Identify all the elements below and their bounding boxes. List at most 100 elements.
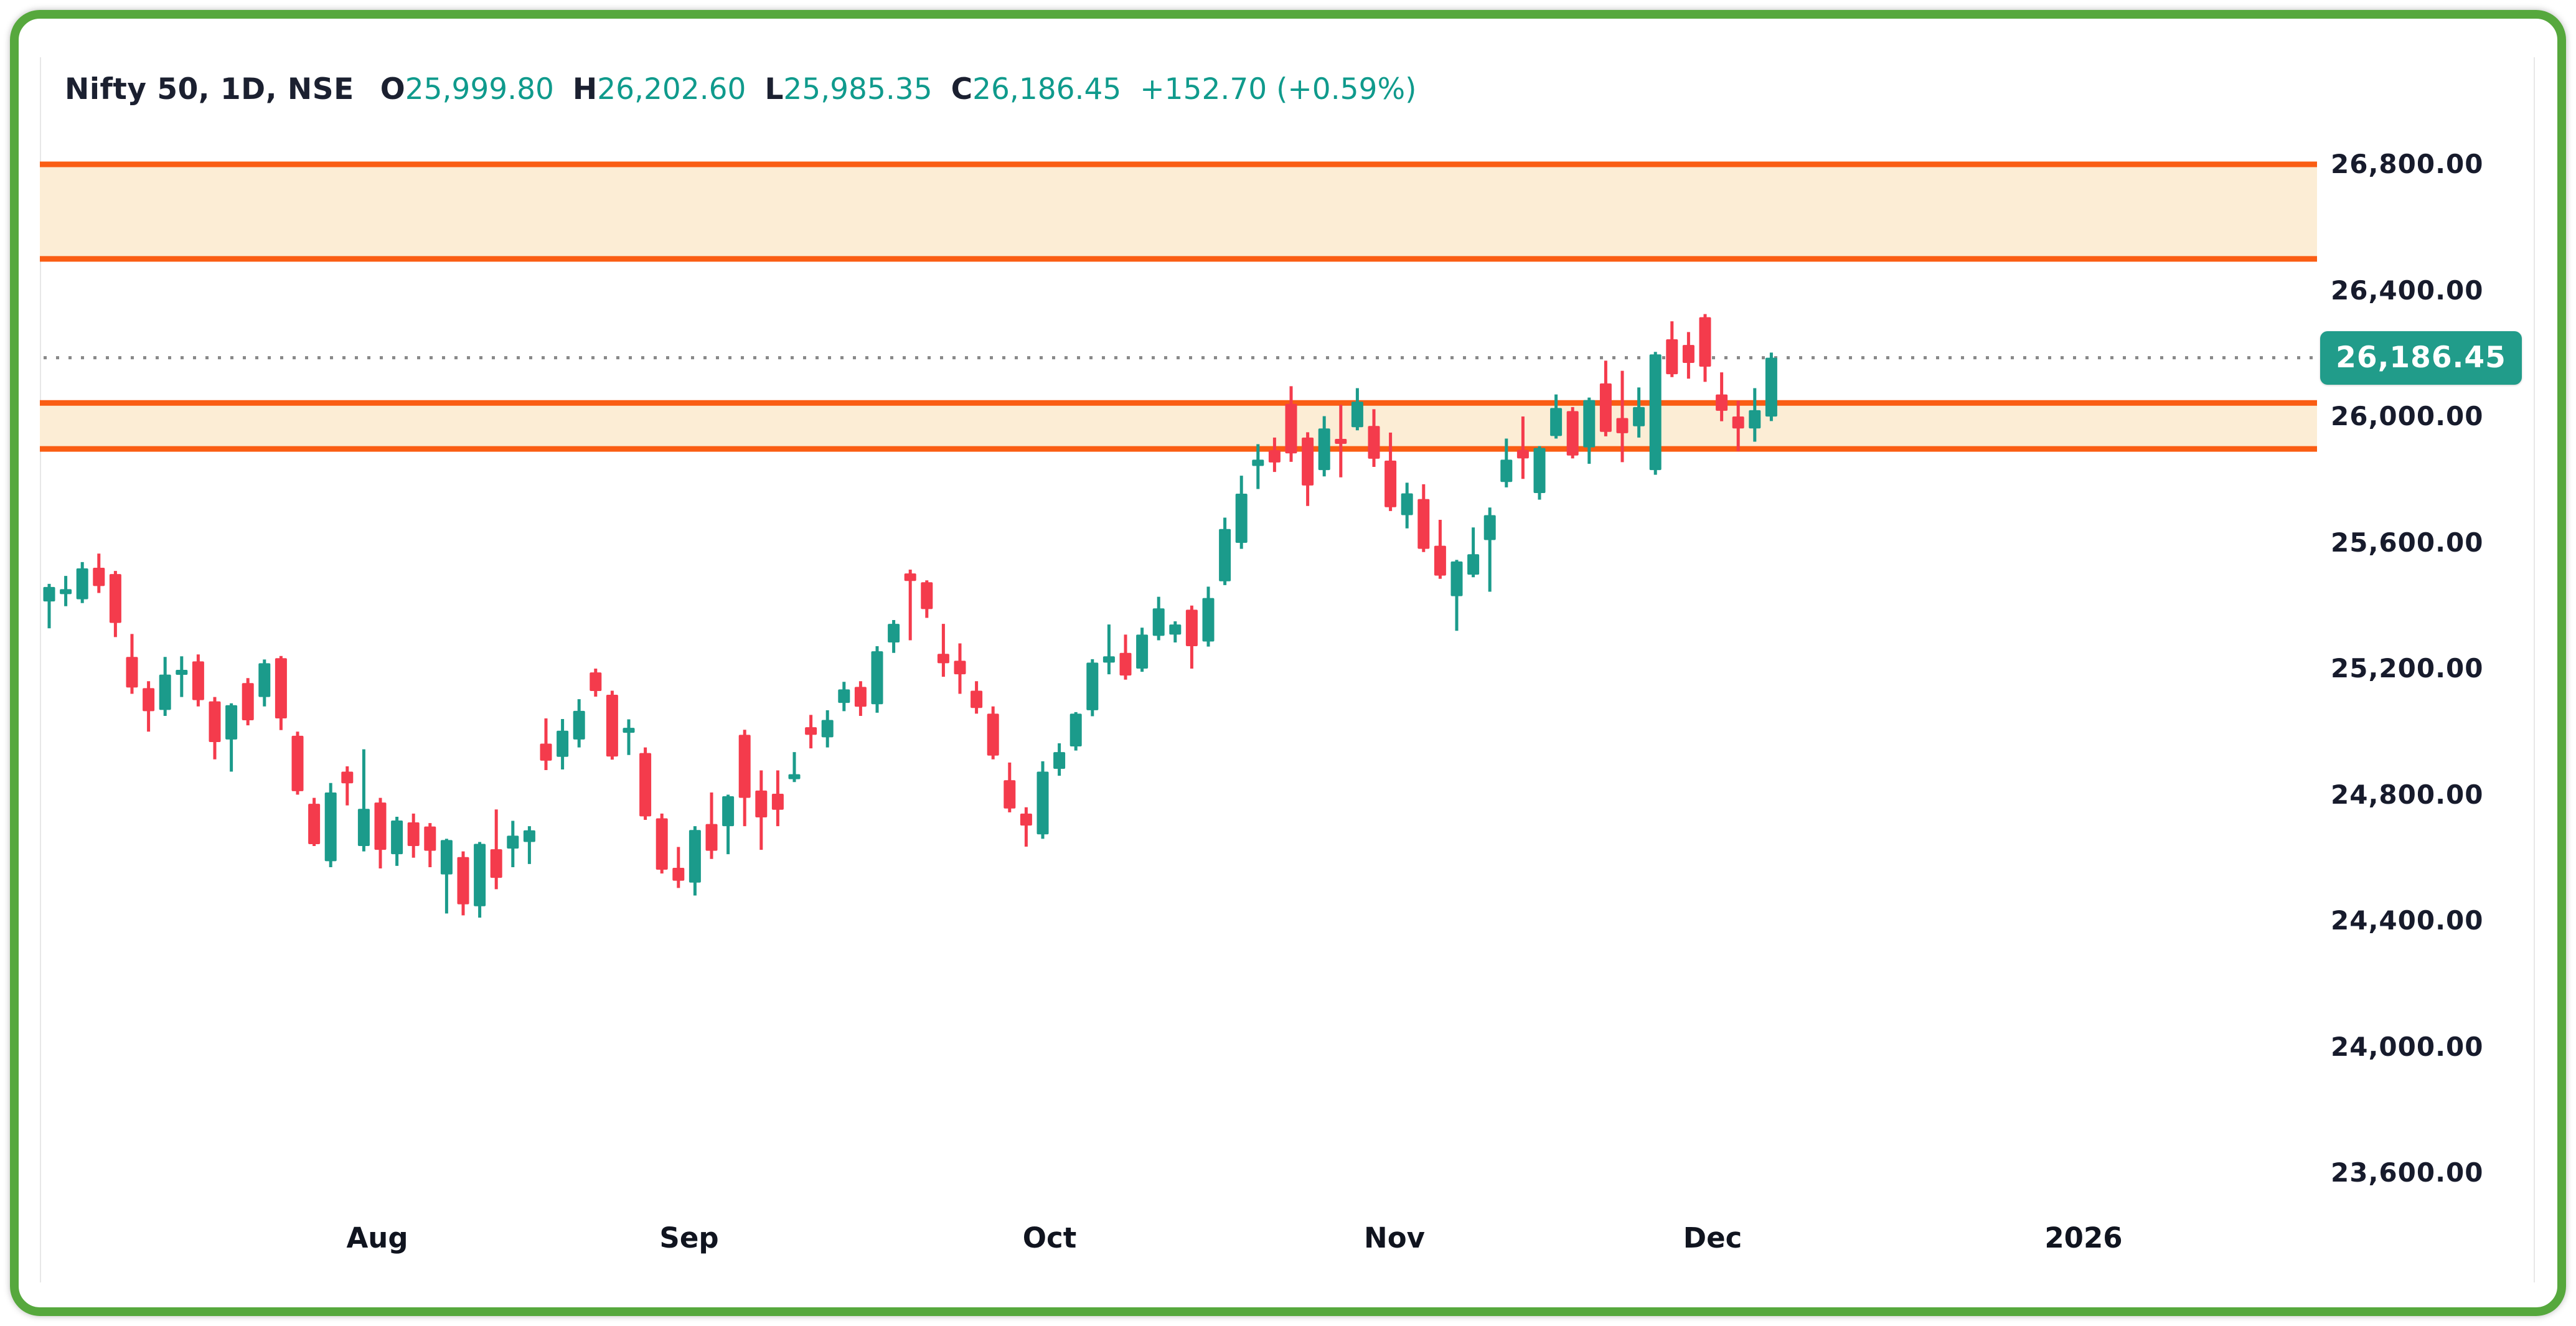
candle-body-down <box>854 687 867 707</box>
candle-body-up <box>1351 402 1363 428</box>
price-tick-26000: 26,000.00 <box>2331 401 2484 431</box>
price-tick-26800: 26,800.00 <box>2331 149 2484 179</box>
price-tick-24400: 24,400.00 <box>2331 905 2484 936</box>
candle-body-up <box>1765 357 1777 417</box>
candle-body-up <box>1467 554 1480 575</box>
candle-body-down <box>705 824 718 851</box>
candle-body-up <box>888 624 900 642</box>
pane-border-right <box>2534 57 2535 1282</box>
high-value: 26,202.60 <box>597 72 746 106</box>
candle-body-down <box>424 826 436 851</box>
price-tick-25200: 25,200.00 <box>2331 653 2484 684</box>
candle-body-down <box>109 574 121 623</box>
close-group: C26,186.45 <box>951 72 1122 106</box>
candle-body-up <box>474 844 486 906</box>
candle-body-down <box>1566 411 1579 456</box>
candle-body-up <box>871 651 883 705</box>
candle-body-down <box>490 849 502 878</box>
candle-body-up <box>440 840 453 875</box>
low-group: L25,985.35 <box>764 72 932 106</box>
candle-body-up <box>1318 428 1330 471</box>
candle-body-down <box>1020 813 1032 826</box>
pane-border-left <box>40 57 41 1282</box>
candle-body-down <box>672 867 685 881</box>
candle-body-up <box>225 705 238 740</box>
candle-body-up <box>821 720 834 738</box>
candle-body-up <box>1235 494 1248 543</box>
candle-body-down <box>1119 652 1132 676</box>
price-tick-25600: 25,600.00 <box>2331 527 2484 558</box>
candle-body-down <box>93 568 105 586</box>
candle-body-up <box>1749 410 1761 429</box>
candle-body-up <box>1500 459 1513 482</box>
candle-body-down <box>1384 460 1397 507</box>
candle-body-up <box>689 830 701 883</box>
high-label: H <box>572 72 598 106</box>
candle-body-down <box>291 735 304 791</box>
candle-body-down <box>1004 780 1016 809</box>
last-price-badge: 26,186.45 <box>2320 331 2522 385</box>
candle-body-up <box>176 670 188 675</box>
candle-body-down <box>126 657 138 688</box>
candle-body-down <box>805 727 817 735</box>
candle-body-up <box>1169 624 1182 635</box>
price-tick-24800: 24,800.00 <box>2331 779 2484 810</box>
close-value: 26,186.45 <box>972 72 1122 106</box>
candle-body-up <box>1252 459 1264 466</box>
time-tick-oct: Oct <box>1022 1221 1077 1254</box>
candle-body-up <box>357 809 370 847</box>
open-group: O25,999.80 <box>380 72 554 106</box>
candle-body-down <box>143 688 155 712</box>
candle-body-up <box>1583 400 1596 448</box>
candle-body-up <box>1069 713 1082 747</box>
candle-body-down <box>656 818 668 870</box>
candle-body-up <box>1649 354 1662 471</box>
candle-body-up <box>324 792 337 862</box>
candle-body-down <box>1335 438 1347 444</box>
candle-body-down <box>308 804 321 844</box>
candle-body-down <box>374 802 387 850</box>
candle-body-up <box>557 730 569 757</box>
candle-body-down <box>954 661 966 675</box>
candle-body-up <box>159 674 171 710</box>
candle-body-up <box>1401 493 1413 515</box>
candle-body-up <box>1086 662 1099 710</box>
candle-body-down <box>1368 426 1380 459</box>
candle-body-down <box>639 753 652 817</box>
time-tick-aug: Aug <box>346 1221 408 1254</box>
candle-body-up <box>60 589 72 595</box>
candle-body-down <box>1417 499 1430 549</box>
time-tick-dec: Dec <box>1683 1221 1742 1254</box>
symbol-title[interactable]: Nifty 50, 1D, NSE <box>65 72 354 106</box>
candle-body-down <box>1302 437 1314 486</box>
candle-body-down <box>1732 416 1744 429</box>
symbol-legend[interactable]: Nifty 50, 1D, NSE O25,999.80 H26,202.60 … <box>65 72 1416 106</box>
candle-body-up <box>722 796 735 827</box>
candle-body-up <box>788 774 801 779</box>
candle-body-down <box>1666 339 1678 375</box>
candle-body-down <box>755 790 768 817</box>
candle-body-down <box>209 701 221 742</box>
candle-body-up <box>391 821 403 855</box>
candles-series <box>43 314 1777 918</box>
candle-body-down <box>1682 345 1695 363</box>
candle-body-down <box>1268 450 1281 463</box>
candle-body-down <box>192 661 204 700</box>
candle-body-up <box>1550 408 1563 436</box>
candle-body-up <box>1633 407 1645 426</box>
candle-body-down <box>1616 418 1629 433</box>
time-tick-2026: 2026 <box>2044 1221 2123 1254</box>
candle-body-down <box>407 822 420 847</box>
candle-body-down <box>606 695 618 757</box>
candle-body-down <box>771 793 784 810</box>
supply-demand-zone-2 <box>40 403 2317 449</box>
low-value: 25,985.35 <box>783 72 933 106</box>
candle-body-down <box>904 573 916 581</box>
supply-demand-zone-1 <box>40 164 2317 259</box>
candle-body-up <box>1152 608 1165 636</box>
time-tick-sep: Sep <box>659 1221 719 1254</box>
price-tick-23600: 23,600.00 <box>2331 1157 2484 1188</box>
open-value: 25,999.80 <box>405 72 554 106</box>
